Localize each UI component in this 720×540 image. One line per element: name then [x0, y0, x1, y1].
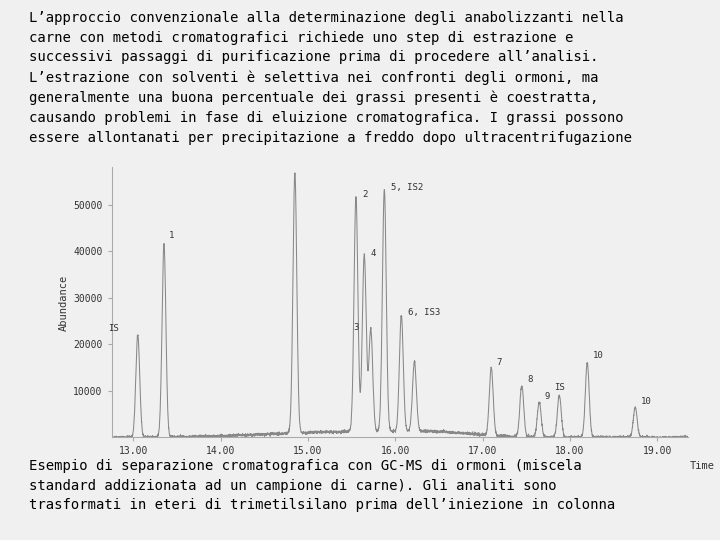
Text: 4: 4	[370, 249, 376, 258]
Text: 1: 1	[169, 232, 174, 240]
Text: 5, IS2: 5, IS2	[391, 183, 423, 192]
Y-axis label: Abundance: Abundance	[59, 274, 69, 330]
Text: Time: Time	[690, 461, 715, 471]
Text: 2: 2	[362, 190, 367, 199]
Text: Esempio di separazione cromatografica con GC-MS di ormoni (miscela
standard addi: Esempio di separazione cromatografica co…	[29, 459, 615, 512]
Text: 6, IS3: 6, IS3	[408, 308, 441, 318]
Text: IS: IS	[108, 323, 119, 333]
Text: IS: IS	[554, 383, 564, 392]
Text: 7: 7	[497, 358, 502, 367]
Text: 10: 10	[593, 350, 603, 360]
Text: 9: 9	[544, 392, 550, 401]
Text: 8: 8	[527, 375, 532, 384]
Text: L’approccio convenzionale alla determinazione degli anabolizzanti nella
carne co: L’approccio convenzionale alla determina…	[29, 11, 632, 145]
Text: 3: 3	[354, 323, 359, 332]
Text: 10: 10	[641, 397, 651, 406]
